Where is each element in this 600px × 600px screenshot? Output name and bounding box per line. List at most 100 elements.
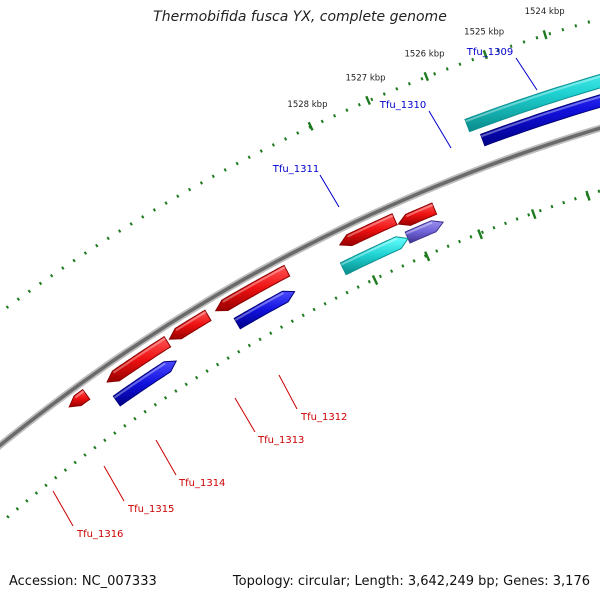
cds-partial-reverse	[68, 388, 91, 408]
tick-mark-minor	[258, 337, 262, 342]
tick-mark-minor	[152, 208, 157, 212]
tick-mark-minor	[53, 475, 58, 480]
tick-mark-minor	[407, 81, 411, 86]
tick-mark-major	[482, 49, 488, 60]
tick-mark-major	[365, 95, 371, 106]
tick-mark-minor	[412, 259, 416, 263]
tick-mark-minor	[184, 382, 188, 387]
tick-mark-minor	[320, 119, 324, 124]
tick-mark-major	[530, 208, 537, 220]
feature-tfu1311-highlight	[465, 75, 600, 123]
cds-tfu1316-reverse-highlight	[112, 337, 166, 374]
tick-mark-minor	[106, 236, 110, 241]
tick-mark-minor	[401, 264, 405, 268]
cds-tfu1315-reverse-highlight	[175, 311, 207, 332]
tick-mark-minor	[95, 243, 99, 248]
tick-mark-minor	[356, 285, 360, 289]
cds-tfu1314-reverse	[214, 264, 291, 312]
backbone-layer	[0, 124, 600, 450]
tick-mark-minor	[143, 409, 147, 414]
tick-mark-minor	[323, 301, 327, 306]
tick-mark-minor	[118, 229, 122, 233]
tick-mark-minor	[345, 108, 349, 112]
tick-mark-minor	[522, 40, 526, 44]
tick-label: 1525 kbp	[464, 27, 504, 37]
leader-line	[278, 374, 298, 410]
tick-mark-minor	[469, 235, 473, 239]
feature-tfu1313-highlight	[340, 237, 398, 266]
tick-mark-minor	[550, 204, 554, 209]
tick-mark-minor	[73, 460, 77, 465]
tick-mark-minor	[226, 356, 230, 360]
cds-tfu1314-reverse-highlight	[222, 266, 286, 303]
gene-label: Tfu_1315	[127, 504, 174, 515]
tick-mark-minor	[420, 76, 424, 81]
feature-layer	[68, 73, 600, 408]
tick-mark-minor	[123, 424, 127, 428]
tick-mark-minor	[296, 131, 300, 135]
tick-mark-minor	[562, 200, 566, 205]
tick-mark-minor	[44, 483, 48, 488]
gene-label: Tfu_1309	[466, 47, 513, 58]
cds-tfu1313-reverse-highlight	[347, 214, 394, 238]
tick-mark-minor	[27, 289, 32, 294]
cds-tfu1311-highlight	[480, 95, 600, 138]
tick-mark-minor	[395, 87, 399, 91]
tick-mark-major	[307, 121, 314, 131]
tick-mark-major	[542, 30, 548, 40]
tick-mark-minor	[113, 431, 117, 435]
tick-mark-minor	[283, 137, 288, 141]
leader-line	[103, 465, 125, 502]
tick-mark-minor	[458, 62, 462, 66]
backbone-line	[0, 126, 600, 448]
leader-line	[155, 439, 177, 476]
tick-mark-minor	[237, 349, 241, 354]
tick-mark-minor	[25, 499, 29, 503]
tick-mark-minor	[38, 281, 43, 286]
cds-tfu1316-reverse	[106, 336, 172, 383]
tick-mark-minor	[199, 181, 204, 185]
tick-mark-minor	[538, 208, 542, 213]
tick-mark-minor	[93, 445, 97, 450]
gene-label: Tfu_1311	[272, 164, 319, 175]
tick-mark-minor	[72, 258, 76, 263]
leader-line	[52, 490, 74, 527]
tick-mark-minor	[357, 102, 361, 107]
label-layer: Tfu_1309 Tfu_1310 Tfu_1311 Tfu_1312 Tfu_1313…	[52, 47, 538, 540]
tick-mark-minor	[471, 57, 475, 62]
cds-tfu1312-reverse-highlight	[405, 203, 434, 218]
backbone-shadow	[0, 124, 600, 450]
tick-mark-minor	[63, 468, 68, 472]
tick-mark-minor	[378, 274, 382, 279]
tick-mark-minor	[269, 331, 273, 335]
tick-mark-minor	[153, 402, 157, 407]
tick-mark-minor	[279, 325, 284, 329]
map-title: Thermobifida fusca YX, complete genome	[153, 9, 447, 25]
tick-mark-minor	[301, 313, 305, 318]
tick-mark-minor	[235, 161, 239, 166]
tick-mark-minor	[597, 189, 600, 193]
tick-mark-major	[371, 275, 379, 286]
tick-mark-minor	[49, 273, 54, 278]
tick-mark-minor	[515, 217, 519, 221]
tick-mark-minor	[435, 249, 439, 253]
tick-mark-minor	[16, 297, 21, 301]
tick-mark-minor	[548, 31, 552, 36]
tick-mark-minor	[174, 389, 178, 393]
tick-mark-minor	[433, 72, 437, 76]
tick-mark-minor	[574, 24, 578, 28]
tick-mark-minor	[205, 369, 209, 373]
tick-mark-minor	[83, 453, 87, 457]
feature-tfu1311	[464, 73, 600, 133]
tick-mark-minor	[61, 266, 65, 270]
tick-mark-minor	[129, 222, 133, 226]
tick-mark-minor	[561, 27, 565, 32]
tick-mark-minor	[247, 155, 251, 160]
leader-line	[428, 110, 452, 149]
tick-mark-minor	[103, 438, 107, 443]
tick-mark-minor	[247, 343, 251, 348]
tick-mark-minor	[527, 213, 531, 217]
tick-mark-minor	[164, 201, 168, 205]
gene-label: Tfu_1316	[76, 529, 123, 540]
cds-partial-reverse-highlight	[74, 390, 85, 399]
